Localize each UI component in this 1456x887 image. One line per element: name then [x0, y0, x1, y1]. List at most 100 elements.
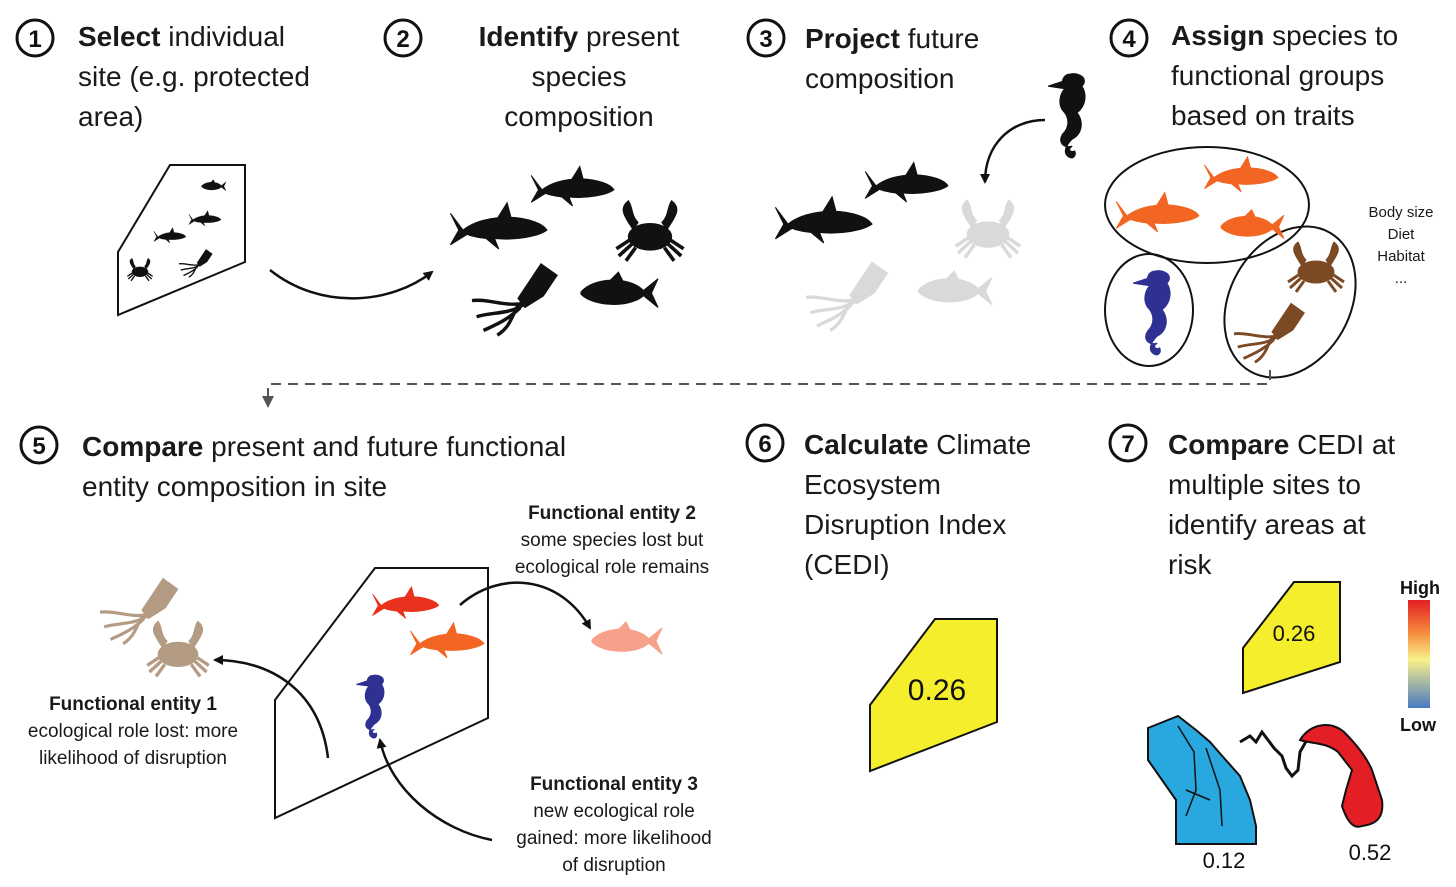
trait-diet: Diet: [1388, 226, 1416, 243]
step1-title-line1: Select individual: [78, 21, 285, 52]
tuna-icon: [917, 270, 993, 306]
cedi-site-polygon: [869, 618, 998, 773]
squid-icon: [1232, 301, 1306, 364]
shark-icon: [372, 586, 440, 619]
step2-circle: [383, 18, 423, 58]
arrow-entity-1: [213, 655, 330, 759]
squid-icon: [178, 248, 213, 278]
step4-title-line1: Assign species to: [1171, 20, 1398, 51]
step2-title-bold: Identify: [479, 21, 579, 52]
step7-title-line1: Compare CEDI at: [1168, 429, 1395, 460]
panel4-groups: [1104, 146, 1357, 379]
step2-title-line3: composition: [504, 101, 653, 132]
entity2-line2: ecological role remains: [515, 557, 709, 578]
cedi-site-c: [1298, 724, 1384, 828]
seahorse-icon: [1047, 73, 1086, 159]
dashed-connector: [262, 370, 1271, 408]
step3-circle: [746, 18, 786, 58]
step7-title-bold: Compare: [1168, 429, 1289, 460]
step4-number: 4: [1122, 26, 1136, 53]
step1-title-line2: site (e.g. protected: [78, 61, 310, 92]
crab-icon: [1286, 240, 1346, 294]
cedi-color-legend: [1408, 600, 1430, 708]
panel5-comparison: [98, 567, 663, 842]
step4-title-rest: species to: [1264, 20, 1398, 51]
shark-icon: [1115, 191, 1200, 233]
shark-icon: [774, 196, 873, 244]
step6-number: 6: [758, 431, 771, 458]
site-polygon: [117, 164, 246, 317]
panel3-species: [774, 73, 1086, 333]
step6-title-bold: Calculate: [804, 429, 929, 460]
step5-title-line2: entity composition in site: [82, 471, 387, 502]
cedi-site-c-value: 0.52: [1349, 840, 1392, 865]
step6-title-line2: Ecosystem: [804, 469, 941, 500]
step3-title-line2: composition: [805, 63, 954, 94]
step3-title-rest: future: [900, 23, 979, 54]
entity3-line3: of disruption: [562, 855, 666, 876]
cedi-site-b: [1147, 714, 1257, 845]
trait-habitat: Habitat: [1377, 248, 1425, 265]
step3-title-bold: Project: [805, 23, 900, 54]
squid-icon: [470, 262, 559, 337]
step4-circle: [1109, 18, 1149, 58]
group-ellipse-seahorse: [1104, 253, 1194, 367]
step7-title-line4: risk: [1168, 549, 1213, 580]
tuna-icon: [580, 271, 659, 308]
trait-ellipsis: ...: [1395, 270, 1408, 287]
step4-title-line2: functional groups: [1171, 60, 1384, 91]
step4-title-line3: based on traits: [1171, 100, 1355, 131]
cedi-site-a-value: 0.26: [1273, 621, 1316, 646]
step6-title-rest: Climate: [929, 429, 1032, 460]
step5-title-line1: Compare present and future functional: [82, 431, 566, 462]
cedi-site-value: 0.26: [908, 674, 966, 707]
step1-title-bold: Select: [78, 21, 161, 52]
step7-circle: [1108, 423, 1148, 463]
step4-title-bold: Assign: [1171, 20, 1264, 51]
squid-icon: [804, 260, 890, 333]
group-ellipse-fish: [1104, 146, 1310, 264]
step3-number: 3: [759, 26, 772, 53]
step6-title-line4: (CEDI): [804, 549, 890, 580]
step5-number: 5: [32, 433, 45, 460]
legend-high-label: High: [1400, 578, 1440, 598]
tuna-icon: [591, 621, 663, 655]
entity2-title: Functional entity 2: [528, 503, 696, 524]
entity3-line2: gained: more likelihood: [516, 828, 711, 849]
step1-title-rest: individual: [161, 21, 286, 52]
step5-circle: [19, 425, 59, 465]
cedi-site-a: [1242, 581, 1341, 695]
cedi-site-b-value: 0.12: [1203, 848, 1246, 873]
crab-icon: [126, 257, 154, 282]
panel2-species: [449, 165, 686, 337]
entity1-title: Functional entity 1: [49, 694, 217, 715]
step1-number: 1: [28, 26, 41, 53]
step6-circle: [745, 423, 785, 463]
squid-icon: [98, 577, 180, 646]
crab-icon: [954, 198, 1022, 260]
step7-title-line2: multiple sites to: [1168, 469, 1361, 500]
panel1-site: [117, 164, 434, 317]
step-number-circles: [15, 18, 1149, 465]
entity1-line1: ecological role lost: more: [28, 721, 238, 742]
arrow-entity-3: [376, 738, 493, 842]
step6-title-line1: Calculate Climate: [804, 429, 1031, 460]
seahorse-icon: [1132, 270, 1171, 356]
group-ellipse-invertebrates: [1223, 225, 1357, 379]
step2-title-rest: present: [578, 21, 679, 52]
step5-title-bold: Compare: [82, 431, 203, 462]
shark-icon: [864, 161, 949, 203]
step2-title-line1: Identify present: [479, 21, 680, 52]
shark-icon: [409, 622, 485, 659]
step5-title-rest: present and future functional: [203, 431, 566, 462]
step7-title-rest: CEDI at: [1289, 429, 1395, 460]
crab-icon: [614, 199, 686, 263]
arrow-entity-2: [459, 581, 592, 630]
shark-icon: [153, 227, 187, 244]
panel6-cedi: 0.26: [869, 618, 998, 773]
entity3-line1: new ecological role: [533, 801, 695, 822]
entity1-line2: likelihood of disruption: [39, 748, 227, 769]
entity2-line1: some species lost but: [521, 530, 704, 551]
panel7-map: 0.26 0.12 0.52 High Low: [1147, 578, 1440, 873]
